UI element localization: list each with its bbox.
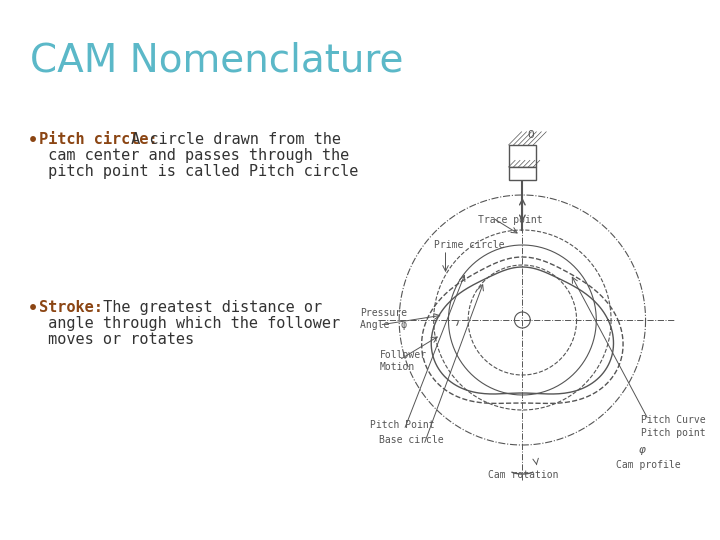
Text: •: •: [27, 132, 37, 150]
Text: Pitch Point: Pitch Point: [369, 420, 434, 430]
Text: Base circle: Base circle: [379, 435, 444, 445]
Text: O: O: [527, 130, 534, 140]
Text: angle through which the follower: angle through which the follower: [40, 316, 341, 331]
Text: pitch point is called Pitch circle: pitch point is called Pitch circle: [40, 164, 359, 179]
Text: Follower
Motion: Follower Motion: [379, 350, 426, 372]
Text: A circle drawn from the: A circle drawn from the: [122, 132, 341, 147]
Text: Pressure
Angle  φ: Pressure Angle φ: [360, 308, 407, 329]
Text: moves or rotates: moves or rotates: [40, 332, 194, 347]
Text: Stroke:: Stroke:: [40, 300, 103, 315]
Text: The greatest distance or: The greatest distance or: [94, 300, 322, 315]
Text: Prime circle: Prime circle: [433, 240, 504, 250]
Bar: [508, 145, 536, 167]
Text: φ: φ: [639, 445, 645, 455]
Bar: [508, 167, 536, 180]
Text: Cam profile: Cam profile: [616, 460, 680, 470]
Text: Cam rotation: Cam rotation: [488, 470, 559, 480]
Text: Pitch circle:: Pitch circle:: [40, 132, 158, 147]
Text: Pitch point: Pitch point: [641, 428, 706, 438]
Text: •: •: [27, 300, 37, 318]
Text: CAM Nomenclature: CAM Nomenclature: [30, 42, 403, 80]
Text: Pitch Curve: Pitch Curve: [641, 415, 706, 425]
Text: Trace point: Trace point: [478, 215, 543, 225]
Text: cam center and passes through the: cam center and passes through the: [40, 148, 350, 163]
